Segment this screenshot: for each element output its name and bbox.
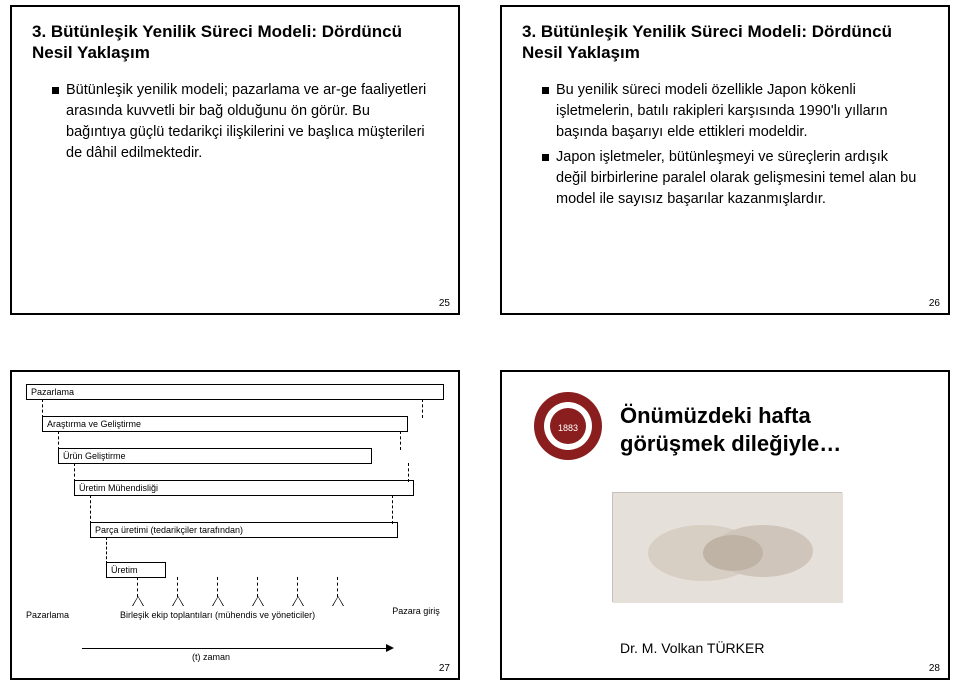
diagram-box-uretim: Üretim: [106, 562, 166, 578]
arrow-right-icon: [386, 644, 394, 652]
university-seal-icon: 1883: [532, 390, 604, 462]
dash-connector: [257, 577, 258, 597]
slide-title: 3. Bütünleşik Yenilik Süreci Modeli: Dör…: [502, 7, 948, 70]
page-number: 26: [929, 298, 940, 309]
closing-line1: Önümüzdeki hafta: [620, 403, 811, 428]
dash-connector: [90, 495, 91, 524]
author-name: Dr. M. Volkan TÜRKER: [620, 640, 764, 656]
diagram-label-meetings: Birleşik ekip toplantıları (mühendis ve …: [120, 610, 315, 620]
dash-connector: [422, 399, 423, 418]
dash-connector: [400, 431, 401, 450]
bullet-item: Bütünleşik yenilik modeli; pazarlama ve …: [52, 80, 430, 164]
slide-body: Bu yenilik süreci modeli özellikle Japon…: [502, 70, 948, 210]
triangle-icon-fill: [253, 597, 263, 606]
closing-line2: görüşmek dileğiyle…: [620, 431, 841, 456]
bullet-item: Bu yenilik süreci modeli özellikle Japon…: [542, 80, 920, 143]
dash-connector: [177, 577, 178, 597]
slide-body: Bütünleşik yenilik modeli; pazarlama ve …: [12, 70, 458, 164]
diagram-box-uretim-muh: Üretim Mühendisliği: [74, 480, 414, 496]
triangle-icon-fill: [173, 597, 183, 606]
diagram-box-parca-uretimi: Parça üretimi (tedarikçiler tarafından): [90, 522, 398, 538]
triangle-icon-fill: [213, 597, 223, 606]
handshake-image-placeholder: [612, 492, 842, 602]
dash-connector: [137, 577, 138, 597]
dash-connector: [337, 577, 338, 597]
dash-connector: [297, 577, 298, 597]
page-number: 25: [439, 298, 450, 309]
triangle-icon-fill: [133, 597, 143, 606]
slide-25: 3. Bütünleşik Yenilik Süreci Modeli: Dör…: [10, 5, 460, 315]
process-diagram: Pazarlama Araştırma ve Geliştirme Ürün G…: [12, 372, 458, 678]
triangle-icon-fill: [293, 597, 303, 606]
dash-connector: [106, 537, 107, 564]
diagram-label-pazara-giris: Pazara giriş: [388, 606, 444, 616]
time-axis: [82, 648, 388, 649]
dash-connector: [217, 577, 218, 597]
bullet-item: Japon işletmeler, bütünleşmeyi ve süreçl…: [542, 147, 920, 210]
dash-connector: [392, 495, 393, 524]
dash-connector: [408, 463, 409, 482]
diagram-box-urun-gelistirme: Ürün Geliştirme: [58, 448, 372, 464]
diagram-box-pazarlama: Pazarlama: [26, 384, 444, 400]
page-number: 27: [439, 663, 450, 674]
slide-title: 3. Bütünleşik Yenilik Süreci Modeli: Dör…: [12, 7, 458, 70]
dash-connector: [42, 399, 43, 418]
diagram-box-arge: Araştırma ve Geliştirme: [42, 416, 408, 432]
triangle-icon-fill: [333, 597, 343, 606]
time-axis-label: (t) zaman: [192, 652, 230, 662]
page-number: 28: [929, 663, 940, 674]
slide-28: 1883 Önümüzdeki hafta görüşmek dileğiyle…: [500, 370, 950, 680]
svg-text:1883: 1883: [558, 423, 578, 433]
slide-27: Pazarlama Araştırma ve Geliştirme Ürün G…: [10, 370, 460, 680]
dash-connector: [74, 463, 75, 482]
slide-26: 3. Bütünleşik Yenilik Süreci Modeli: Dör…: [500, 5, 950, 315]
dash-connector: [58, 431, 59, 450]
diagram-label-pazarlama: Pazarlama: [26, 610, 69, 620]
